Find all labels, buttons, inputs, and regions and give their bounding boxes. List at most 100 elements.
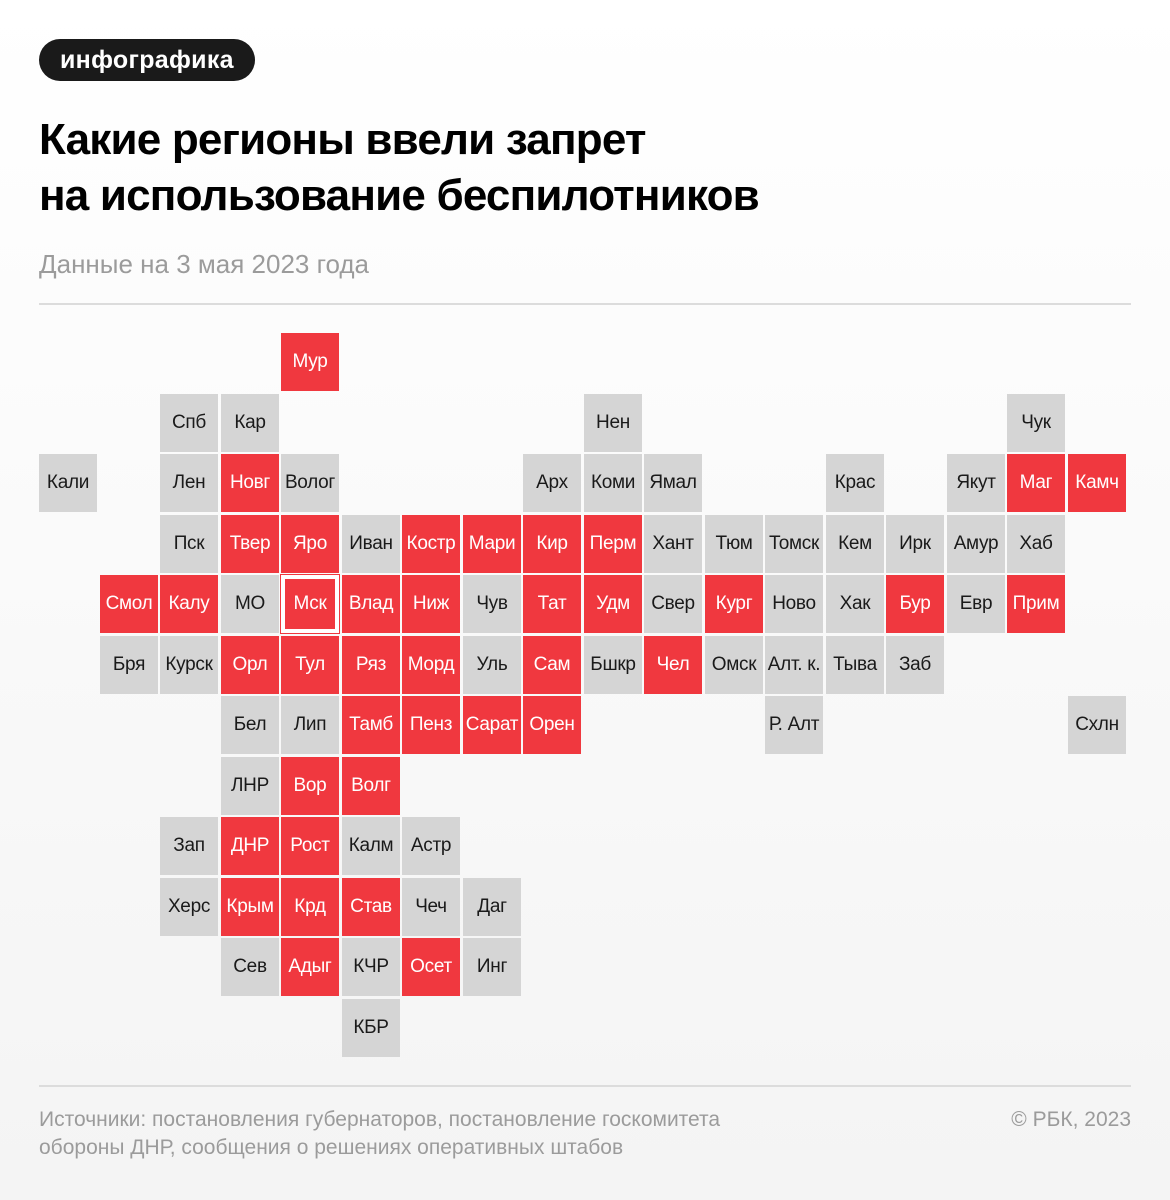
region-tile: МО [221, 575, 279, 633]
copyright: © РБК, 2023 [1011, 1108, 1131, 1131]
region-tile: Херс [160, 878, 218, 936]
region-tile: Осет [402, 938, 460, 996]
region-tile: Ирк [886, 515, 944, 573]
region-tile: ДНР [221, 817, 279, 875]
region-tile: Р. Алт [765, 696, 823, 754]
region-tile: Курск [160, 636, 218, 694]
region-tile: Тыва [826, 636, 884, 694]
region-tile: Якут [947, 454, 1005, 512]
region-tile: Тамб [342, 696, 400, 754]
region-tile: Омск [705, 636, 763, 694]
title-line-2: на использование беспилотников [39, 171, 760, 220]
region-tile: Лен [160, 454, 218, 512]
region-tile: Калу [160, 575, 218, 633]
region-tile: Крд [281, 878, 339, 936]
region-tile: Ниж [402, 575, 460, 633]
region-tile: Кар [221, 394, 279, 452]
region-tile: Инг [463, 938, 521, 996]
region-tile: Спб [160, 394, 218, 452]
region-tile: Заб [886, 636, 944, 694]
region-tile: Хак [826, 575, 884, 633]
region-tile: ЛНР [221, 757, 279, 815]
region-tile: Влад [342, 575, 400, 633]
region-tile: Бур [886, 575, 944, 633]
region-tile: Кем [826, 515, 884, 573]
region-tile: Нен [584, 394, 642, 452]
region-tile: Мур [281, 333, 339, 391]
region-tile: Кали [39, 454, 97, 512]
sources-line-2: обороны ДНР, сообщения о решениях операт… [39, 1136, 624, 1159]
region-tile: Маг [1007, 454, 1065, 512]
region-tile: Орл [221, 636, 279, 694]
region-tile: Иван [342, 515, 400, 573]
infographic-tag: инфографика [39, 39, 255, 81]
sources-note: Источники: постановления губернаторов, п… [39, 1106, 899, 1162]
top-divider [39, 303, 1131, 305]
region-tile: Мари [463, 515, 521, 573]
bottom-divider [39, 1085, 1131, 1087]
region-tile: Крым [221, 878, 279, 936]
region-tile: Хаб [1007, 515, 1065, 573]
region-tile: Чеч [402, 878, 460, 936]
region-tile: Сам [523, 636, 581, 694]
region-tile: Новг [221, 454, 279, 512]
region-tile: Тат [523, 575, 581, 633]
region-tile: Чук [1007, 394, 1065, 452]
region-tile: Перм [584, 515, 642, 573]
region-tile: Астр [402, 817, 460, 875]
region-tile: Тул [281, 636, 339, 694]
subtitle-date: Данные на 3 мая 2023 года [39, 249, 370, 279]
page-title: Какие регионы ввели запрет на использова… [39, 112, 1129, 224]
region-tile: Хант [644, 515, 702, 573]
region-tile: Крас [826, 454, 884, 512]
region-tile: Волг [342, 757, 400, 815]
region-tile: Сарат [463, 696, 521, 754]
region-tile: Бшкр [584, 636, 642, 694]
region-tile: Став [342, 878, 400, 936]
region-tile: Бел [221, 696, 279, 754]
region-tile: Евр [947, 575, 1005, 633]
region-tile: Вор [281, 757, 339, 815]
region-tile: Алт. к. [765, 636, 823, 694]
region-tile: Схлн [1068, 696, 1126, 754]
region-tile: Пск [160, 515, 218, 573]
region-tile: Бря [100, 636, 158, 694]
region-tile: Яро [281, 515, 339, 573]
region-tile: Мск [280, 574, 340, 634]
region-tile: Чел [644, 636, 702, 694]
region-tile: Костр [402, 515, 460, 573]
region-tile: Томск [765, 515, 823, 573]
region-tile: Твер [221, 515, 279, 573]
region-tile: Лип [281, 696, 339, 754]
region-tile: Ряз [342, 636, 400, 694]
region-tile: Калм [342, 817, 400, 875]
region-tile: Уль [463, 636, 521, 694]
title-line-1: Какие регионы ввели запрет [39, 115, 646, 164]
region-tile: Кург [705, 575, 763, 633]
region-tile: Тюм [705, 515, 763, 573]
region-tile: КБР [342, 999, 400, 1057]
region-tile: Ямал [644, 454, 702, 512]
region-tile: Прим [1007, 575, 1065, 633]
region-tile: Кир [523, 515, 581, 573]
region-tile: Пенз [402, 696, 460, 754]
region-tile: Камч [1068, 454, 1126, 512]
region-tile: Амур [947, 515, 1005, 573]
region-tile: Зап [160, 817, 218, 875]
region-tile: Даг [463, 878, 521, 936]
region-tile: Рост [281, 817, 339, 875]
sources-line-1: Источники: постановления губернаторов, п… [39, 1108, 721, 1131]
region-tile: Орен [523, 696, 581, 754]
region-tile: Адыг [281, 938, 339, 996]
region-tile: Удм [584, 575, 642, 633]
region-tile: Ново [765, 575, 823, 633]
region-tile: Волог [281, 454, 339, 512]
region-tile: КЧР [342, 938, 400, 996]
region-tile: Морд [402, 636, 460, 694]
region-tile: Арх [523, 454, 581, 512]
region-tile: Сев [221, 938, 279, 996]
region-tile: Чув [463, 575, 521, 633]
region-tile: Свер [644, 575, 702, 633]
region-tile: Смол [100, 575, 158, 633]
